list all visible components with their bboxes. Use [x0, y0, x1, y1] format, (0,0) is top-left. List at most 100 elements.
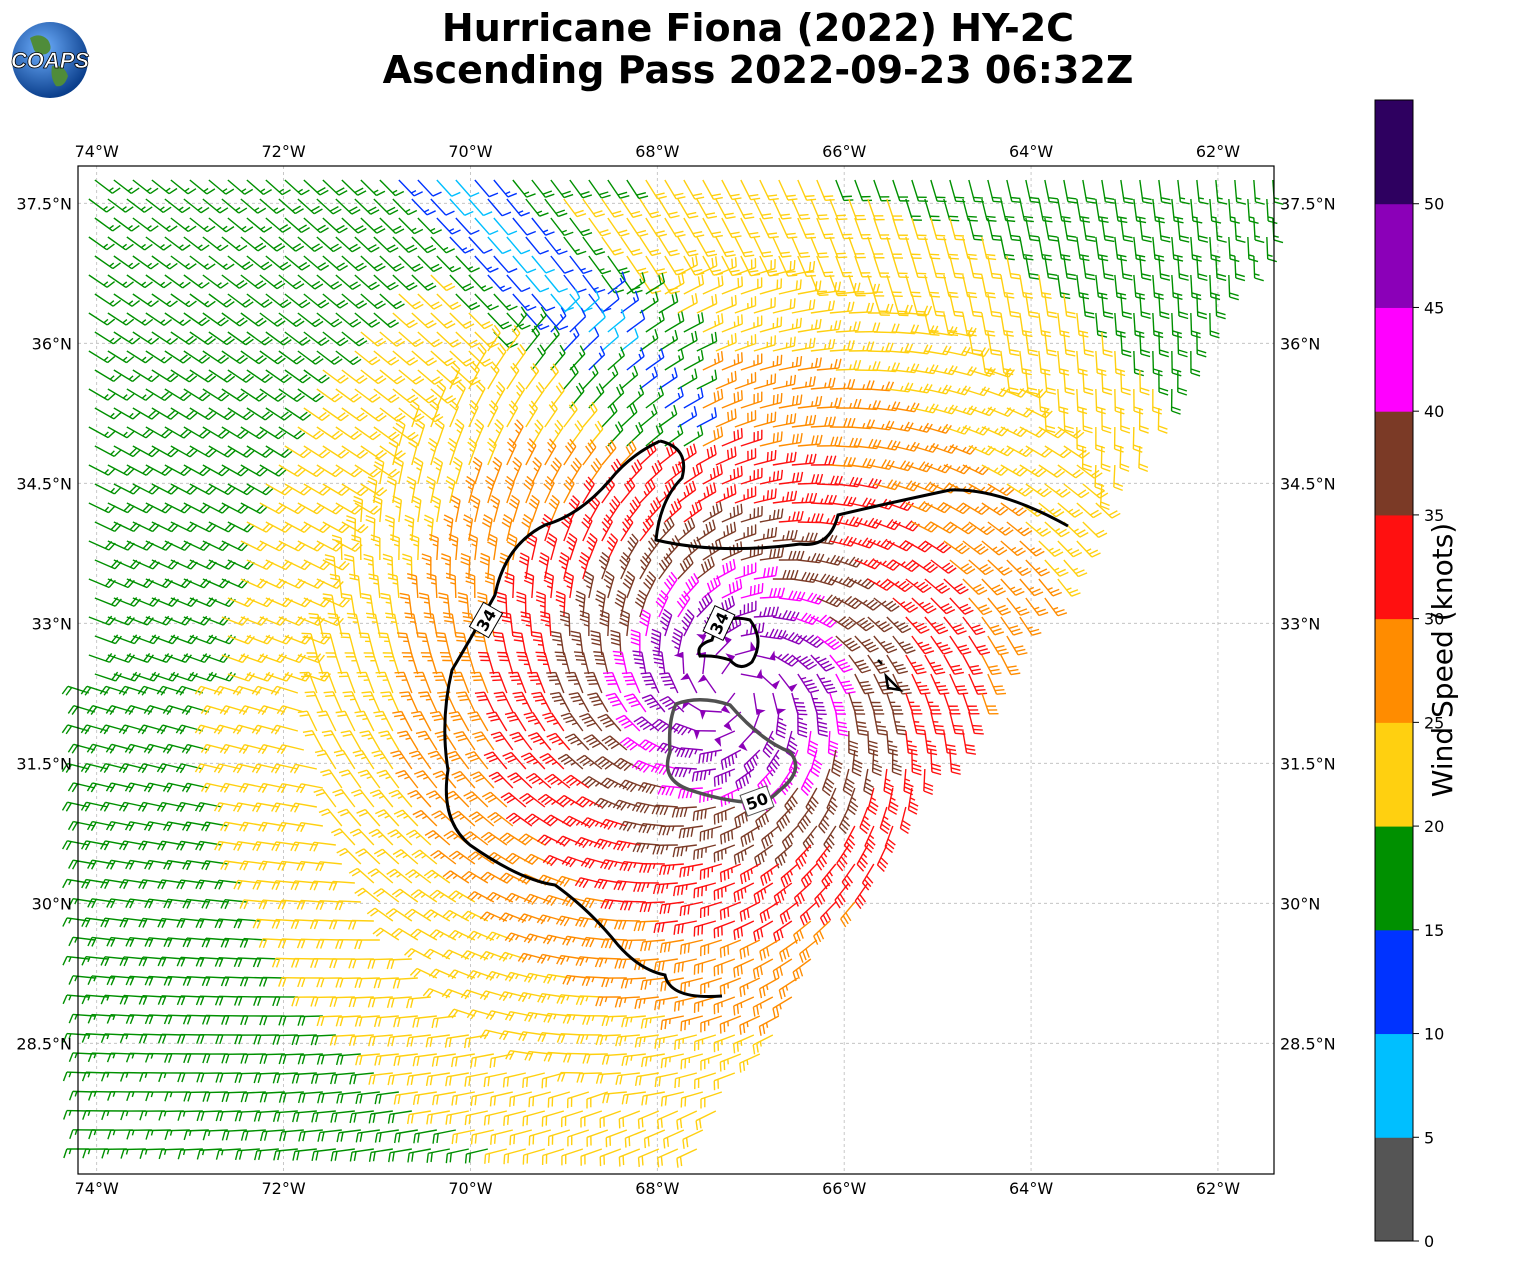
wind-barb [354, 350, 381, 366]
wind-barb [626, 421, 644, 447]
wind-barb [753, 920, 774, 942]
wind-barb [654, 1072, 678, 1088]
wind-barb [1044, 179, 1059, 204]
wind-barb [1190, 312, 1201, 339]
wind-barb [848, 654, 872, 674]
wind-barb [455, 331, 481, 348]
wind-barb [388, 789, 413, 808]
wind-barb [107, 350, 135, 364]
wind-barb [930, 255, 947, 279]
wind-barb [835, 556, 863, 568]
wind-barb [1006, 559, 1032, 577]
wind-barb [420, 652, 438, 675]
wind-barb [664, 535, 681, 561]
wind-barb [448, 711, 470, 732]
wind-barb [547, 1129, 571, 1146]
wind-barb [691, 768, 716, 782]
wind-barb [436, 217, 461, 235]
wind-barb [713, 1034, 736, 1053]
wind-barb [835, 635, 861, 652]
wind-barb [401, 652, 419, 675]
wind-barb [610, 629, 622, 656]
wind-barb [436, 380, 447, 409]
wind-barb [588, 217, 611, 237]
wind-barb [633, 716, 660, 732]
wind-barb [430, 312, 456, 329]
wind-barb [451, 770, 476, 789]
wind-barb [757, 768, 774, 794]
wind-barb [1044, 255, 1058, 280]
wind-barb [1019, 236, 1034, 261]
wind-barb [392, 236, 418, 253]
wind-barb [550, 382, 565, 409]
wind-barb [373, 710, 394, 732]
wind-barb [854, 635, 879, 653]
lon-tick-label: 64°W [1009, 1179, 1053, 1198]
wind-barb [278, 312, 305, 328]
wind-barb [208, 179, 235, 195]
wind-barb [265, 255, 292, 271]
wind-barb [1113, 426, 1124, 453]
wind-barb [170, 217, 197, 233]
wind-barb [232, 724, 261, 735]
wind-barb [1139, 293, 1151, 319]
wind-barb [841, 863, 856, 891]
wind-barb [132, 369, 160, 383]
wind-barb [721, 390, 743, 409]
wind-barb [303, 483, 331, 496]
wind-barb [423, 514, 434, 542]
wind-barb [455, 179, 480, 198]
wind-barb [680, 1015, 704, 1032]
wind-barb [924, 198, 941, 222]
wind-barb [962, 386, 990, 397]
wind-barb [580, 817, 609, 829]
wind-barb [778, 550, 805, 561]
wind-barb [366, 907, 394, 922]
wind-barb [94, 293, 122, 307]
wind-barb [1196, 293, 1208, 320]
wind-barb [753, 882, 774, 905]
wind-barb [94, 255, 121, 270]
wind-barb [738, 730, 755, 752]
wind-barb [645, 217, 668, 238]
wind-barb [639, 862, 665, 873]
wind-barb [620, 403, 638, 428]
wind-barb [1101, 293, 1114, 319]
wind-barb [640, 672, 660, 694]
wind-barb [524, 813, 552, 827]
wind-barb [354, 388, 381, 403]
wind-barb [335, 426, 362, 441]
wind-barb [1177, 369, 1188, 396]
wind-barb [962, 654, 983, 676]
wind-barb [454, 418, 465, 447]
wind-barb [170, 369, 198, 383]
wind-barb [702, 313, 724, 333]
wind-barb [449, 399, 460, 428]
wind-barb [753, 198, 773, 220]
wind-barb [219, 743, 248, 754]
wind-barb [814, 882, 831, 908]
wind-barb [854, 255, 872, 278]
wind-barb [831, 749, 843, 777]
wind-barb [778, 279, 802, 295]
wind-barb [873, 559, 901, 571]
wind-barb [316, 236, 342, 253]
wind-barb [213, 724, 242, 735]
wind-barb [715, 370, 737, 390]
wind-barb [836, 844, 850, 872]
wind-barb [1000, 464, 1028, 477]
wind-barb [1019, 350, 1032, 376]
wind-barb [145, 350, 173, 364]
wind-barb [151, 217, 178, 232]
wind-barb [544, 236, 568, 255]
wind-barb [303, 255, 330, 271]
wind-barb [677, 255, 699, 276]
wind-barb [677, 517, 696, 542]
wind-barb [664, 386, 684, 409]
wind-barb [528, 1129, 552, 1146]
wind-barb [905, 383, 933, 394]
wind-barb [335, 540, 363, 552]
wind-barb [469, 771, 495, 789]
wind-barb [436, 293, 462, 311]
wind-barb [1082, 521, 1108, 539]
